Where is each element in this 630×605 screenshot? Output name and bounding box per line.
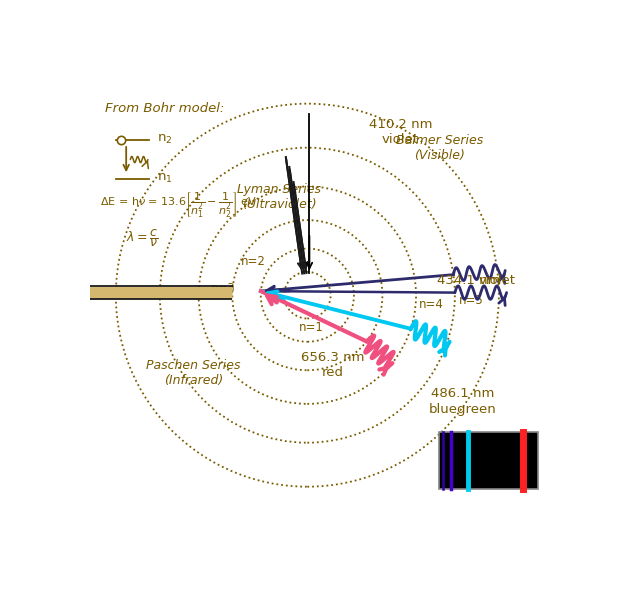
Text: violet: violet bbox=[478, 274, 515, 287]
Text: n=3: n=3 bbox=[210, 282, 235, 295]
Text: $\Delta$E = h$\nu$ = 13.6$\left[\dfrac{1}{n_1^2} - \dfrac{1}{n_2^2}\right]$ eV: $\Delta$E = h$\nu$ = 13.6$\left[\dfrac{1… bbox=[100, 190, 258, 219]
Text: From Bohr model:: From Bohr model: bbox=[105, 102, 225, 116]
Text: n=5: n=5 bbox=[459, 294, 483, 307]
Text: n$_2$: n$_2$ bbox=[158, 133, 173, 146]
Text: n$_1$: n$_1$ bbox=[158, 172, 173, 185]
Text: Paschen Series
(Infrared): Paschen Series (Infrared) bbox=[146, 359, 241, 387]
Text: $\lambda = \dfrac{c}{\nu}$: $\lambda = \dfrac{c}{\nu}$ bbox=[126, 227, 159, 249]
Text: n=4: n=4 bbox=[419, 298, 444, 311]
Text: Balmer Series
(Visible): Balmer Series (Visible) bbox=[396, 134, 483, 162]
Text: n=2: n=2 bbox=[241, 255, 265, 268]
Bar bbox=[439, 433, 537, 489]
Text: Lyman Series
(Ultraviolet): Lyman Series (Ultraviolet) bbox=[237, 183, 321, 211]
Text: bluegreen: bluegreen bbox=[429, 402, 496, 416]
Text: 410.2 nm: 410.2 nm bbox=[369, 118, 432, 131]
Text: violet: violet bbox=[382, 133, 419, 146]
Text: 486.1 nm: 486.1 nm bbox=[431, 387, 495, 400]
Text: red: red bbox=[322, 366, 344, 379]
Text: n=1: n=1 bbox=[299, 321, 324, 334]
Text: 434.1 nm: 434.1 nm bbox=[437, 274, 500, 287]
Text: 656.3 nm: 656.3 nm bbox=[302, 351, 365, 364]
